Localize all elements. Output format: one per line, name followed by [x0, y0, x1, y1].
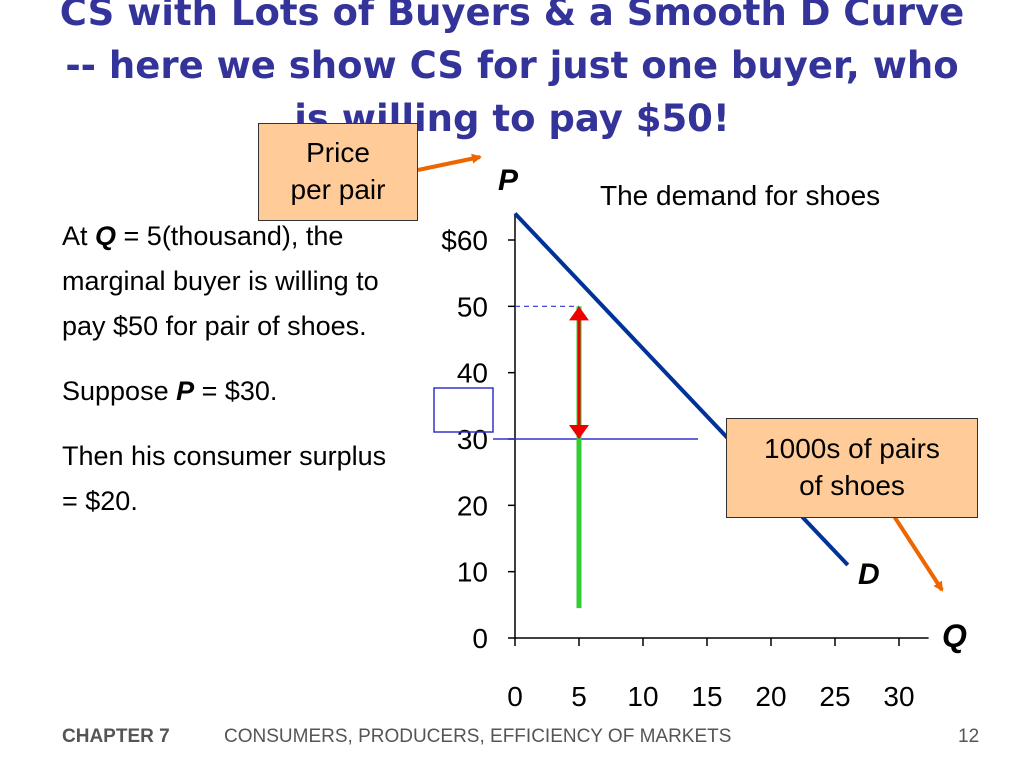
- price-callout-line-2: per pair: [290, 174, 386, 205]
- price-callout-arrow: [417, 153, 482, 172]
- y-tick-label-40: 40: [457, 358, 488, 389]
- title-line-2: -- here we show CS for just one buyer, w…: [65, 44, 959, 87]
- footer-subtitle: CONSUMERS, PRODUCERS, EFFICIENCY OF MARK…: [224, 726, 732, 747]
- demand-curve-label: D: [858, 558, 880, 591]
- price-callout: Price per pair: [258, 123, 418, 221]
- p2-text-a: Suppose: [62, 376, 177, 406]
- chart-title: The demand for shoes: [600, 180, 881, 211]
- y-tick-label-30: 30: [457, 424, 488, 455]
- price-highlight-box: [433, 387, 494, 433]
- explanation-text: At Q = 5(thousand), the marginal buyer i…: [62, 214, 407, 544]
- x-tick-label-30: 30: [883, 681, 914, 712]
- p1-text-b: = 5(thousand), the marginal buyer is wil…: [62, 221, 379, 341]
- x-tick-label-20: 20: [755, 681, 786, 712]
- y-tick-label-60: $60: [441, 225, 488, 256]
- x-axis-label: Q: [942, 618, 967, 654]
- footer-chapter: CHAPTER 7: [62, 726, 170, 747]
- y-tick-label-50: 50: [457, 291, 488, 322]
- y-tick-label-10: 10: [457, 557, 488, 588]
- explanation-paragraph-1: At Q = 5(thousand), the marginal buyer i…: [62, 214, 407, 349]
- consumer-surplus-arrow-head-top: [569, 306, 589, 321]
- page-number: 12: [958, 726, 980, 747]
- quantity-callout: 1000s of pairs of shoes: [726, 418, 978, 518]
- x-tick-label-5: 5: [571, 681, 587, 712]
- p2-p-symbol: P: [176, 376, 195, 406]
- p1-text-a: At: [62, 221, 96, 251]
- x-tick-label-25: 25: [819, 681, 850, 712]
- price-callout-line-1: Price: [306, 137, 370, 168]
- y-axis-label: P: [498, 164, 519, 197]
- x-tick-label-10: 10: [627, 681, 658, 712]
- quantity-callout-line-2: of shoes: [799, 470, 905, 501]
- title-line-1: CS with Lots of Buyers & a Smooth D Curv…: [59, 0, 965, 34]
- p2-text-b: = $30.: [194, 376, 278, 406]
- explanation-paragraph-2: Suppose P = $30.: [62, 369, 407, 414]
- p1-q-symbol: Q: [95, 221, 117, 251]
- y-tick-label-0: 0: [472, 623, 488, 654]
- y-tick-label-20: 20: [457, 490, 488, 521]
- quantity-callout-line-1: 1000s of pairs: [764, 433, 940, 464]
- quantity-callout-arrow: [888, 508, 944, 592]
- consumer-surplus-arrow-head-bottom: [569, 425, 589, 439]
- x-tick-label-15: 15: [691, 681, 722, 712]
- explanation-paragraph-3: Then his consumer surplus = $20.: [62, 441, 387, 516]
- slide-title: CS with Lots of Buyers & a Smooth D Curv…: [0, 0, 1024, 145]
- x-tick-label-0: 0: [507, 681, 523, 712]
